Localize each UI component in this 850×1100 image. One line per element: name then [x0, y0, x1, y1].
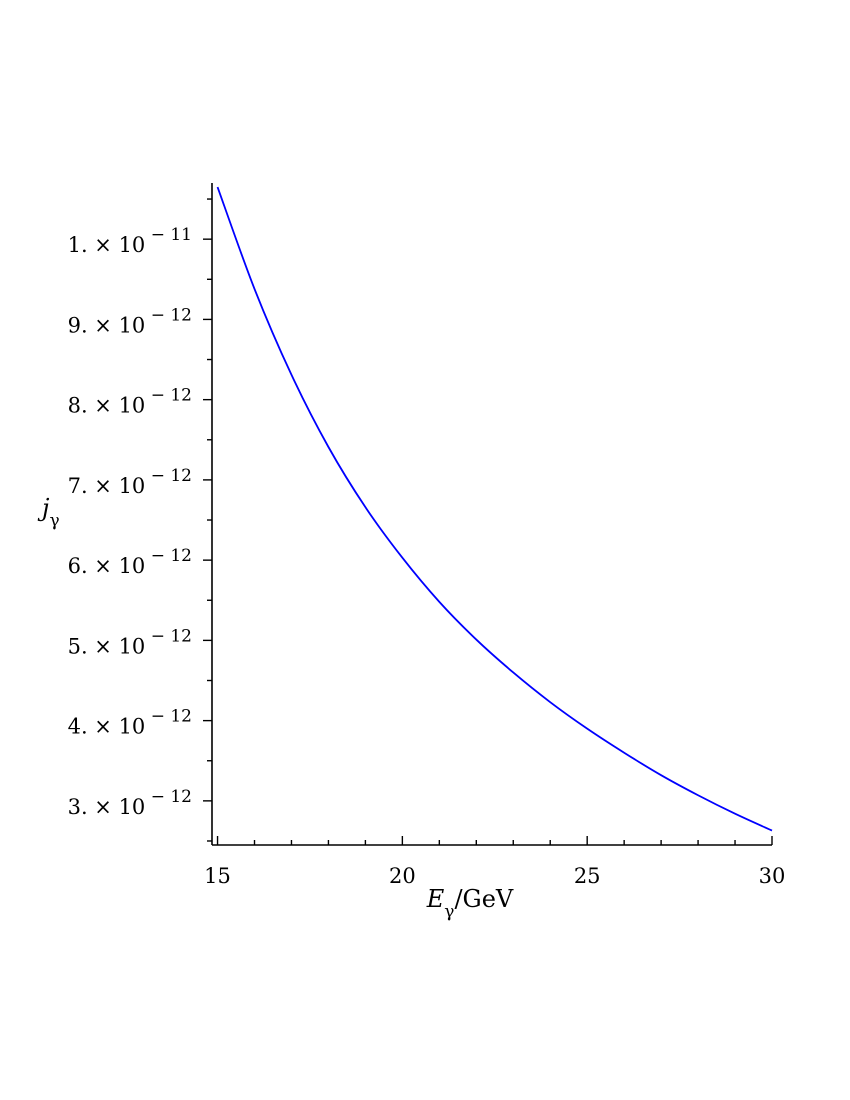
y-tick-exponent: − 12 — [145, 386, 192, 406]
y-tick-label: 8. × 10 − 12 — [68, 386, 192, 418]
y-tick-exponent: − 12 — [145, 546, 192, 566]
series-line — [216, 186, 773, 832]
y-tick-exponent: − 11 — [145, 225, 192, 245]
y-tick-mantissa: 9. × 10 — [68, 313, 146, 337]
x-tick-label: 30 — [759, 864, 786, 888]
y-tick-exponent: − 12 — [145, 707, 192, 727]
x-axis-unit: /GeV — [454, 885, 513, 913]
x-tick-label: 15 — [204, 864, 231, 888]
x-axis-subscript: γ — [444, 902, 454, 922]
y-tick-label: 7. × 10 − 12 — [68, 466, 192, 498]
y-axis-symbol: j — [37, 494, 50, 522]
x-axis-symbol: E — [426, 885, 445, 913]
y-tick-label: 4. × 10 − 12 — [68, 707, 192, 739]
y-tick-mantissa: 5. × 10 — [68, 634, 146, 658]
y-tick-label: 9. × 10 − 12 — [68, 305, 192, 337]
y-tick-exponent: − 12 — [145, 787, 192, 807]
x-axis-title: Eγ/GeV — [426, 885, 514, 922]
ticks: 15 20 25 303. × 10 − 124. × 10 − 125. × 10 … — [68, 198, 786, 888]
y-tick-mantissa: 8. × 10 — [68, 394, 146, 418]
y-tick-mantissa: 6. × 10 — [68, 554, 146, 578]
y-tick-label: 5. × 10 − 12 — [68, 626, 192, 658]
y-tick-exponent: − 12 — [145, 466, 192, 486]
x-tick-label: 20 — [389, 864, 416, 888]
y-tick-label: 1. × 10 − 11 — [68, 225, 192, 257]
x-tick-label: 25 — [574, 864, 601, 888]
axes — [211, 183, 772, 846]
y-tick-label: 6. × 10 − 12 — [68, 546, 192, 578]
series-layer — [216, 186, 773, 832]
y-tick-exponent: − 12 — [145, 305, 192, 325]
y-axis-subscript: γ — [49, 511, 59, 531]
y-tick-exponent: − 12 — [145, 626, 192, 646]
y-tick-mantissa: 4. × 10 — [68, 715, 146, 739]
y-axis-title: jγ — [37, 494, 60, 531]
y-tick-mantissa: 3. × 10 — [68, 795, 146, 819]
y-tick-mantissa: 7. × 10 — [68, 474, 146, 498]
y-tick-mantissa: 1. × 10 — [68, 233, 146, 257]
y-tick-label: 3. × 10 − 12 — [68, 787, 192, 819]
